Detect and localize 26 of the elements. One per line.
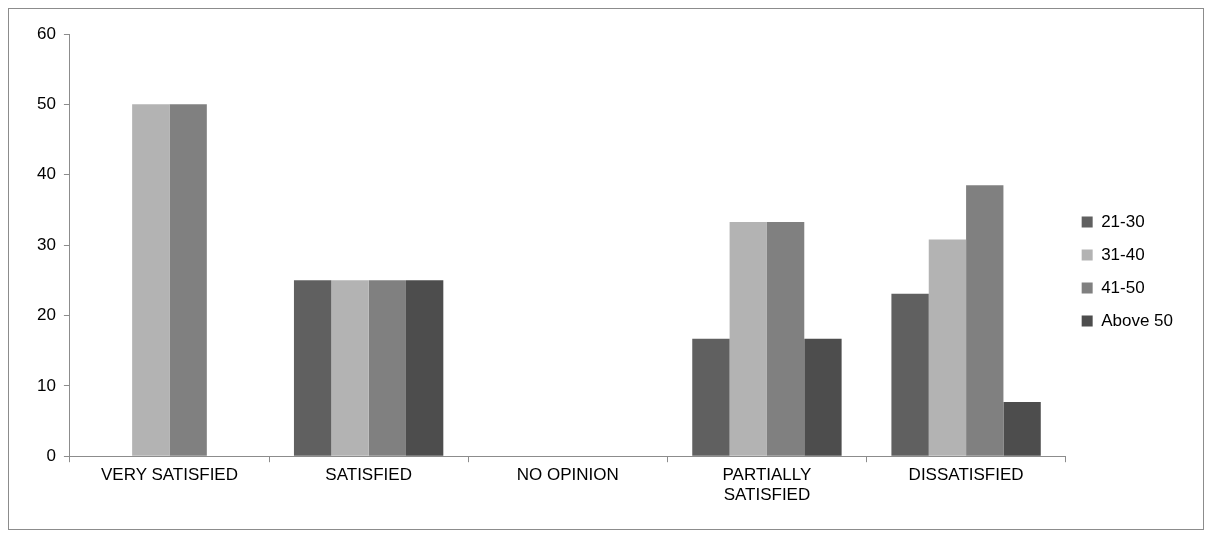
x-tick-label: SATISFIED	[325, 465, 412, 485]
bar	[1003, 402, 1041, 456]
y-tick-label: 20	[36, 305, 56, 325]
bar	[891, 293, 929, 456]
legend-label: 31-40	[1101, 244, 1145, 264]
y-tick-label: 40	[36, 164, 56, 184]
y-tick-label: 10	[36, 375, 56, 395]
x-tick-label: DISSATISFIED	[908, 465, 1024, 485]
x-tick-label: VERY SATISFIED	[100, 465, 238, 485]
bar	[928, 239, 967, 456]
bar	[132, 104, 170, 456]
bar	[331, 280, 369, 456]
bar	[405, 280, 444, 456]
bar	[804, 338, 842, 456]
legend-label: Above 50	[1101, 310, 1174, 330]
y-tick-label: 30	[36, 234, 56, 254]
y-tick-label: 60	[36, 23, 56, 43]
legend-label: 41-50	[1101, 277, 1145, 297]
legend-label: 21-30	[1101, 211, 1145, 231]
bar	[729, 221, 767, 456]
bar	[692, 338, 730, 456]
bar	[293, 280, 332, 456]
y-tick-label: 0	[46, 445, 56, 465]
y-tick-label: 50	[36, 94, 56, 114]
x-tick-label: PARTIALLY SATISFIED	[722, 465, 812, 505]
x-tick-label: NO OPINION	[516, 465, 619, 485]
